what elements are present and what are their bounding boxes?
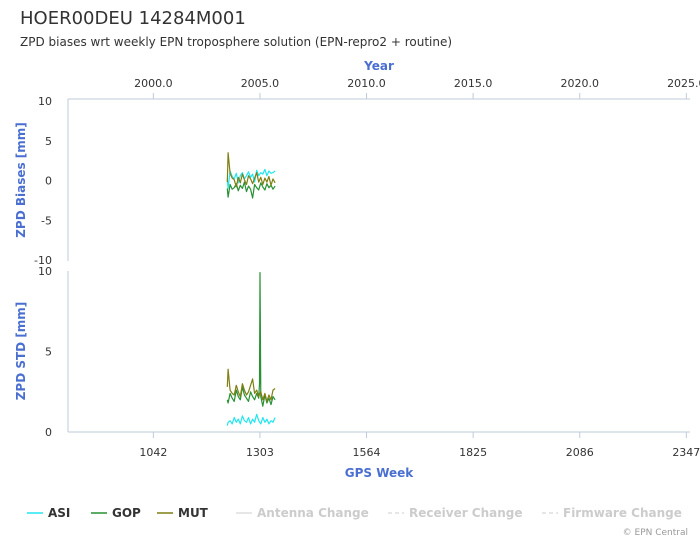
top-tick-label: 2020.0: [560, 77, 599, 90]
bottom-tick-label: 1042: [139, 446, 167, 459]
legend-label: GOP: [112, 506, 141, 520]
top-axis-title: Year: [363, 59, 394, 73]
legend-item-antenna[interactable]: Antenna Change: [236, 506, 369, 520]
bottom-axis-ticks: 1042 1303 1564 1825 2086 2347: [139, 432, 700, 459]
legend-label: Antenna Change: [257, 506, 369, 520]
bias-series-asi: [226, 168, 276, 189]
bias-y-title: ZPD Biases [mm]: [14, 122, 28, 238]
legend-item-firmware[interactable]: Firmware Change: [542, 506, 682, 520]
std-y-title: ZPD STD [mm]: [14, 302, 28, 401]
std-y-tick-label: 0: [45, 426, 52, 439]
top-tick-label: 2025.0: [667, 77, 700, 90]
bottom-tick-label: 2086: [566, 446, 594, 459]
std-series-mut: [226, 368, 276, 402]
bias-y-tick-label: -5: [41, 214, 52, 227]
bottom-tick-label: 1303: [246, 446, 274, 459]
legend-label: Firmware Change: [563, 506, 682, 520]
legend-item-asi[interactable]: ASI: [27, 506, 70, 520]
bias-series-group: [226, 152, 276, 199]
top-tick-label: 2000.0: [134, 77, 173, 90]
legend-label: ASI: [48, 506, 70, 520]
bias-y-ticks: 10 5 0 -5 -10: [34, 95, 52, 267]
legend-label: Receiver Change: [409, 506, 523, 520]
bias-y-tick-label: -10: [34, 254, 52, 267]
legend-label: MUT: [178, 506, 209, 520]
top-tick-label: 2015.0: [454, 77, 493, 90]
bias-y-tick-label: 0: [45, 175, 52, 188]
chart-subtitle: ZPD biases wrt weekly EPN troposphere so…: [20, 35, 452, 49]
std-series-group: [226, 272, 276, 426]
bias-y-tick-label: 5: [45, 135, 52, 148]
bias-series-mut: [226, 152, 276, 188]
legend-item-receiver[interactable]: Receiver Change: [388, 506, 523, 520]
bottom-axis-title: GPS Week: [345, 466, 415, 480]
std-y-tick-label: 10: [38, 265, 52, 278]
bias-series-gop: [226, 181, 276, 199]
bias-panel: Year 2000.0 2005.0 2010.0 2015.0 2020.0 2025.…: [14, 59, 700, 267]
chart-title: HOER00DEU 14284M001: [20, 8, 246, 29]
top-axis-ticks: 2000.0 2005.0 2010.0 2015.0 2020.0 2025.0: [134, 77, 700, 99]
bottom-tick-label: 2347: [672, 446, 700, 459]
top-tick-label: 2005.0: [241, 77, 280, 90]
std-series-gop: [226, 272, 276, 407]
std-series-asi: [226, 413, 276, 426]
std-y-tick-label: 5: [45, 346, 52, 359]
std-y-ticks: 10 5 0: [38, 265, 52, 439]
legend-item-mut[interactable]: MUT: [157, 506, 209, 520]
top-tick-label: 2010.0: [347, 77, 386, 90]
bottom-tick-label: 1564: [353, 446, 381, 459]
std-panel: 10 5 0 1042 1303 1564 1825 2086 2347 ZPD STD [m…: [14, 265, 700, 480]
bottom-tick-label: 1825: [459, 446, 487, 459]
legend-item-gop[interactable]: GOP: [91, 506, 141, 520]
bias-y-tick-label: 10: [38, 95, 52, 108]
credit-text: © EPN Central: [623, 528, 688, 538]
legend: ASI GOP MUT Antenna Change Receiver Change Fi…: [27, 506, 682, 520]
